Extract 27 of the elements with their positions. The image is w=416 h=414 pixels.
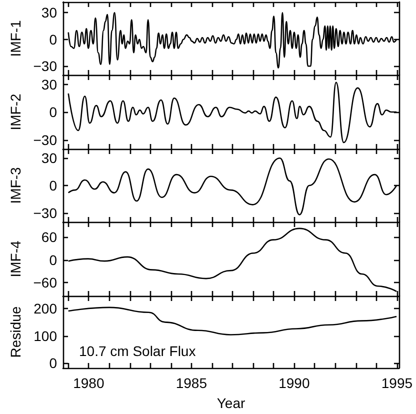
y-tick-label: −60 <box>33 274 58 291</box>
x-tick-label: 1980 <box>73 375 104 391</box>
y-axis-title: IMF-4 <box>7 240 24 278</box>
y-tick-label: 200 <box>34 300 58 317</box>
y-tick-label: 100 <box>34 328 58 344</box>
y-axis-title: IMF-2 <box>7 94 24 130</box>
x-tick-label: 1995 <box>381 375 413 391</box>
y-tick-label: 30 <box>41 150 58 166</box>
y-tick-label: 60 <box>41 229 58 246</box>
y-tick-label: 0 <box>49 252 58 268</box>
y-tick-label: 30 <box>41 4 58 21</box>
x-axis-title: Year <box>216 395 246 411</box>
y-tick-label: 0 <box>49 31 58 48</box>
y-tick-label: −30 <box>33 58 58 74</box>
y-tick-label: −30 <box>33 132 58 148</box>
y-axis-title: Residue <box>8 306 24 358</box>
y-tick-label: −30 <box>33 204 58 221</box>
line-series <box>68 82 398 144</box>
x-tick-label: 1990 <box>278 375 310 391</box>
y-tick-label: 0 <box>49 104 58 120</box>
annotation: 10.7 cm Solar Flux <box>79 343 196 359</box>
y-axis-title: IMF-1 <box>7 20 24 57</box>
y-tick-label: 0 <box>49 178 58 194</box>
y-tick-label: 30 <box>41 76 58 92</box>
y-axis-title: IMF-3 <box>7 167 24 204</box>
y-tick-label: 0 <box>49 355 58 372</box>
x-tick-label: 1985 <box>176 375 208 391</box>
